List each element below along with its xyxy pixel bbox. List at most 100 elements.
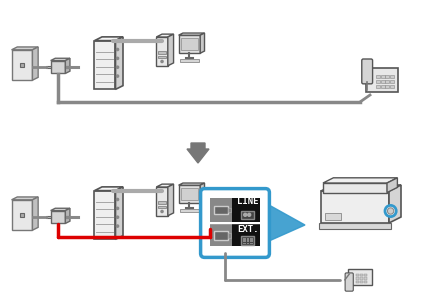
Circle shape bbox=[116, 216, 119, 218]
Bar bbox=[366, 68, 398, 92]
Polygon shape bbox=[387, 178, 397, 193]
Bar bbox=[228, 233, 231, 238]
FancyArrow shape bbox=[187, 143, 209, 163]
FancyBboxPatch shape bbox=[201, 189, 269, 257]
Bar bbox=[250, 240, 253, 242]
Circle shape bbox=[116, 225, 119, 227]
Polygon shape bbox=[321, 185, 401, 191]
Bar bbox=[390, 85, 394, 88]
Bar bbox=[385, 80, 389, 83]
Bar bbox=[381, 75, 385, 78]
Circle shape bbox=[116, 48, 119, 51]
Bar bbox=[381, 80, 385, 83]
Bar bbox=[348, 269, 372, 285]
Polygon shape bbox=[168, 34, 173, 66]
Bar bbox=[390, 80, 394, 83]
Bar bbox=[214, 206, 228, 214]
Bar bbox=[214, 231, 228, 240]
Circle shape bbox=[116, 57, 119, 59]
Bar bbox=[20, 213, 24, 217]
Text: LINE: LINE bbox=[238, 197, 259, 206]
FancyBboxPatch shape bbox=[345, 273, 353, 291]
Polygon shape bbox=[156, 187, 168, 216]
Polygon shape bbox=[156, 184, 173, 187]
Polygon shape bbox=[94, 187, 123, 190]
Polygon shape bbox=[178, 35, 200, 53]
Bar bbox=[360, 274, 363, 276]
Polygon shape bbox=[156, 34, 173, 37]
Bar bbox=[363, 274, 366, 276]
Bar bbox=[180, 209, 199, 212]
Polygon shape bbox=[65, 58, 70, 74]
Bar bbox=[158, 206, 166, 208]
Bar bbox=[158, 51, 166, 54]
Polygon shape bbox=[11, 50, 32, 80]
Polygon shape bbox=[51, 208, 70, 211]
Bar bbox=[390, 75, 394, 78]
Bar bbox=[158, 201, 166, 204]
Circle shape bbox=[116, 207, 119, 209]
Bar bbox=[228, 208, 231, 212]
Polygon shape bbox=[323, 183, 387, 193]
Polygon shape bbox=[200, 33, 204, 53]
Bar bbox=[250, 238, 253, 240]
Bar bbox=[246, 238, 249, 240]
Bar bbox=[356, 274, 360, 276]
Circle shape bbox=[116, 198, 119, 201]
Polygon shape bbox=[11, 47, 38, 50]
Bar bbox=[385, 75, 389, 78]
Bar bbox=[181, 188, 198, 200]
Circle shape bbox=[244, 213, 246, 216]
Circle shape bbox=[116, 75, 119, 77]
Bar bbox=[360, 281, 363, 283]
Polygon shape bbox=[323, 178, 397, 183]
Bar bbox=[65, 66, 70, 68]
Bar bbox=[385, 85, 389, 88]
Bar bbox=[356, 281, 360, 283]
Polygon shape bbox=[51, 211, 65, 224]
Bar bbox=[360, 277, 363, 280]
Bar bbox=[376, 85, 380, 88]
Bar bbox=[210, 223, 232, 246]
Bar bbox=[319, 223, 391, 230]
Bar bbox=[158, 56, 166, 58]
Polygon shape bbox=[156, 37, 168, 66]
Polygon shape bbox=[178, 183, 204, 185]
Text: EXT.: EXT. bbox=[238, 225, 259, 234]
Bar bbox=[20, 63, 24, 67]
Polygon shape bbox=[94, 40, 116, 89]
Polygon shape bbox=[116, 187, 123, 239]
Bar bbox=[241, 236, 254, 245]
Bar bbox=[180, 59, 199, 62]
Polygon shape bbox=[65, 208, 70, 224]
Bar bbox=[210, 223, 261, 246]
Bar bbox=[381, 85, 385, 88]
Bar bbox=[243, 240, 246, 242]
Polygon shape bbox=[116, 37, 123, 89]
Bar bbox=[376, 80, 380, 83]
Circle shape bbox=[388, 208, 394, 214]
Bar bbox=[246, 243, 249, 244]
Bar bbox=[325, 213, 341, 220]
Bar bbox=[363, 277, 366, 280]
Bar bbox=[243, 243, 246, 244]
Polygon shape bbox=[94, 190, 116, 239]
Polygon shape bbox=[269, 205, 305, 241]
Bar bbox=[376, 75, 380, 78]
Polygon shape bbox=[11, 197, 38, 200]
Bar bbox=[250, 243, 253, 244]
Bar bbox=[181, 38, 198, 50]
FancyBboxPatch shape bbox=[362, 59, 373, 84]
Polygon shape bbox=[389, 185, 401, 223]
Bar bbox=[46, 216, 51, 218]
Bar bbox=[210, 198, 261, 222]
Polygon shape bbox=[178, 33, 204, 35]
Polygon shape bbox=[32, 47, 38, 80]
Bar bbox=[210, 198, 232, 222]
Bar bbox=[243, 238, 246, 240]
Polygon shape bbox=[321, 191, 389, 223]
Polygon shape bbox=[200, 183, 204, 203]
Polygon shape bbox=[11, 200, 32, 230]
Circle shape bbox=[385, 206, 396, 217]
Circle shape bbox=[116, 66, 119, 68]
